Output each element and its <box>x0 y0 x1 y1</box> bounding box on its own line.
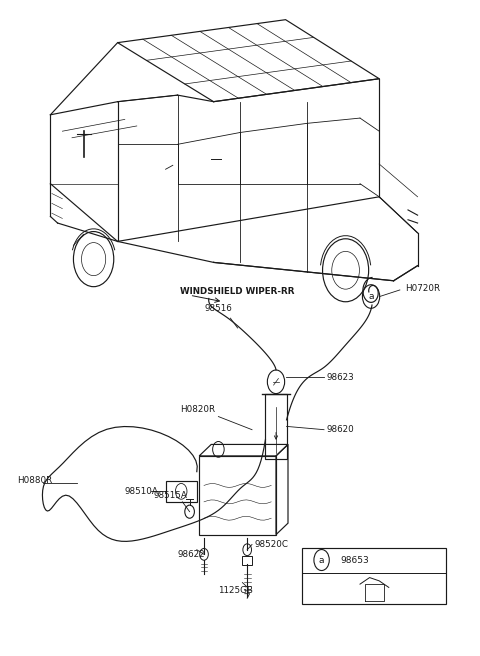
Text: WINDSHIELD WIPER-RR: WINDSHIELD WIPER-RR <box>180 287 295 297</box>
Text: 98510A: 98510A <box>125 487 159 496</box>
Text: 98520C: 98520C <box>254 540 288 549</box>
Text: 98515A: 98515A <box>154 491 188 500</box>
Text: H0720R: H0720R <box>405 284 440 293</box>
Text: 98516: 98516 <box>204 304 232 313</box>
Text: 98623: 98623 <box>326 373 354 382</box>
Text: 98653: 98653 <box>341 556 370 565</box>
Text: a: a <box>319 556 324 565</box>
Text: 1125GB: 1125GB <box>218 586 253 595</box>
Text: 98620: 98620 <box>326 425 354 434</box>
Text: H0880R: H0880R <box>17 476 52 485</box>
Text: 98622: 98622 <box>178 550 205 559</box>
Text: a: a <box>368 292 374 301</box>
Text: H0820R: H0820R <box>180 405 215 415</box>
